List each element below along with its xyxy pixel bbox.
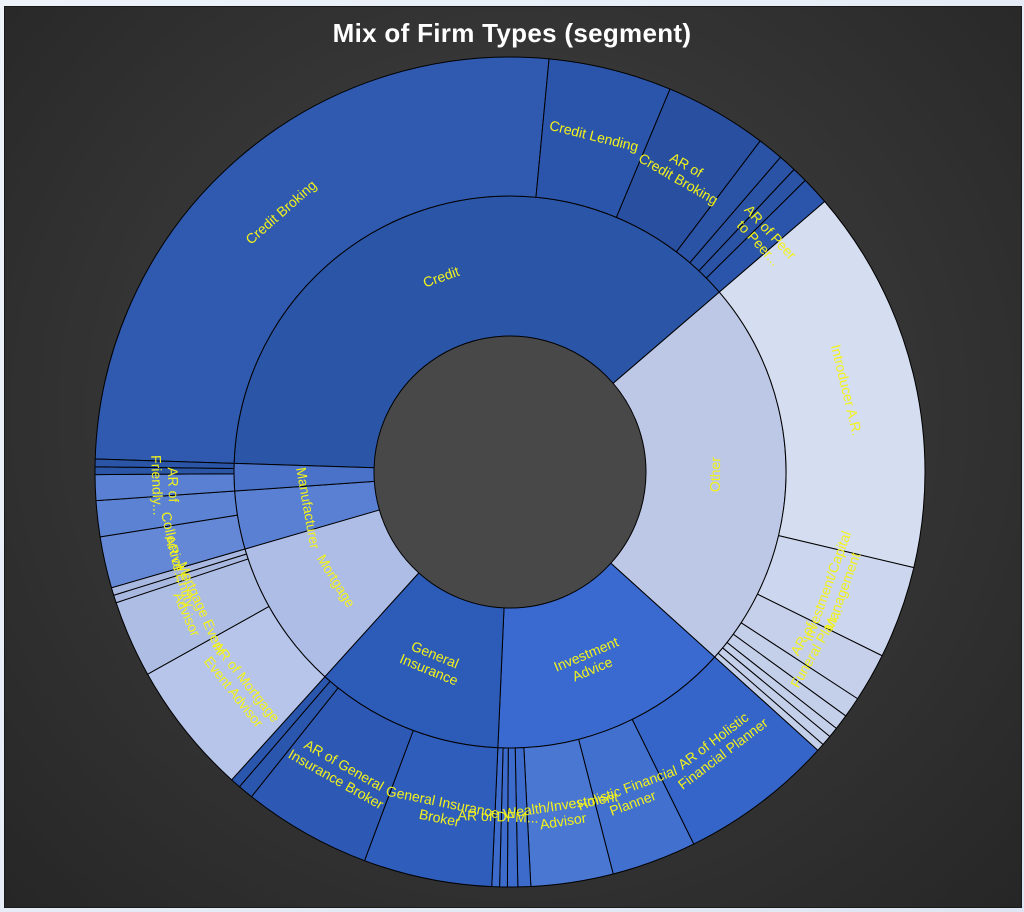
outer-segment-introducer-a-r — [718, 200, 926, 569]
center-hole — [374, 336, 646, 608]
inner-ring — [233, 195, 787, 749]
outer-segment-part-2 — [94, 458, 235, 470]
inner-label-other: Other — [706, 457, 722, 493]
outer-label-ar-of-dfm: AR of DFM... — [457, 807, 538, 826]
outer-ring — [94, 56, 926, 888]
outer-segment-credit-broking — [94, 56, 550, 464]
chart-title: Mix of Firm Types (segment) — [332, 18, 692, 48]
outer-label-ar-of-friendly: AR ofFriendly... — [148, 454, 182, 516]
